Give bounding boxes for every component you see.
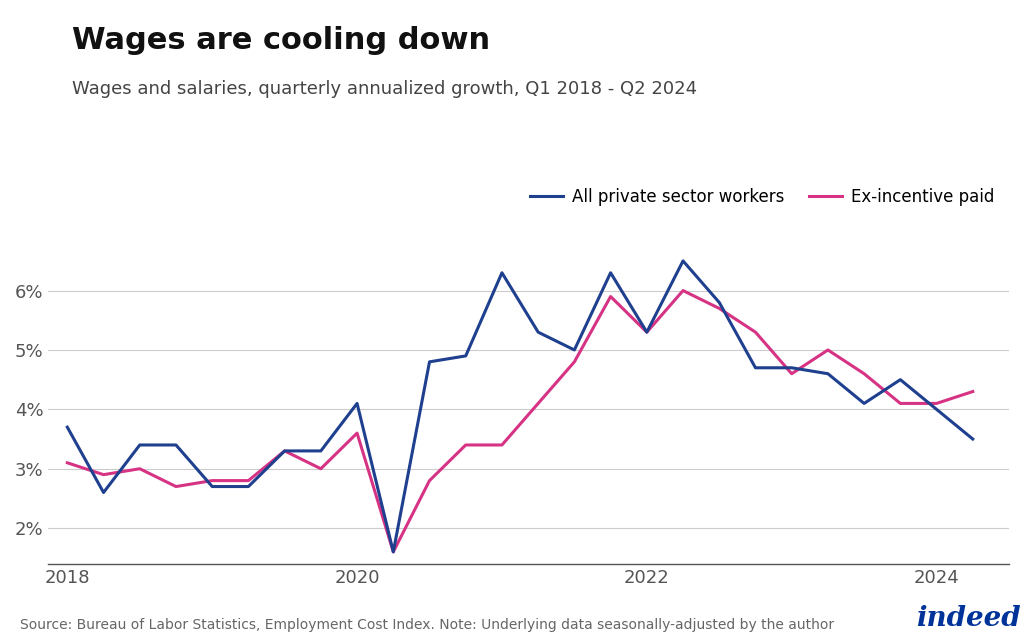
Legend: All private sector workers, Ex-incentive paid: All private sector workers, Ex-incentive… — [523, 181, 1000, 212]
Text: Source: Bureau of Labor Statistics, Employment Cost Index. Note: Underlying data: Source: Bureau of Labor Statistics, Empl… — [20, 618, 835, 632]
Text: indeed: indeed — [916, 605, 1021, 632]
Text: Wages and salaries, quarterly annualized growth, Q1 2018 - Q2 2024: Wages and salaries, quarterly annualized… — [72, 80, 696, 98]
Text: Wages are cooling down: Wages are cooling down — [72, 26, 489, 54]
